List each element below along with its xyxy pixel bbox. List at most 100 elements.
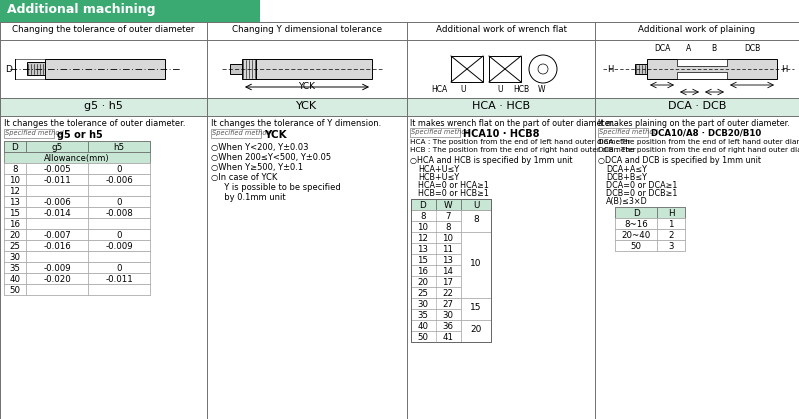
Text: YCK: YCK <box>299 82 316 91</box>
Text: A(B)≤3×D: A(B)≤3×D <box>606 197 648 206</box>
Text: W: W <box>443 201 452 210</box>
Bar <box>0 98 207 116</box>
Text: YCK: YCK <box>296 101 317 111</box>
Bar <box>411 287 461 298</box>
Bar <box>4 229 26 240</box>
Bar <box>26 229 88 240</box>
Text: 12: 12 <box>10 187 21 196</box>
Bar <box>407 98 595 116</box>
Bar <box>411 210 461 221</box>
Bar <box>595 98 799 116</box>
Bar <box>45 59 165 79</box>
Text: 25: 25 <box>418 289 428 298</box>
Text: Additional work of plaining: Additional work of plaining <box>638 25 756 34</box>
Text: 50: 50 <box>10 286 21 295</box>
Bar <box>26 273 88 284</box>
Text: 2: 2 <box>668 231 674 240</box>
Text: U: U <box>497 85 503 94</box>
Bar <box>26 251 88 262</box>
Bar <box>0 116 207 419</box>
Bar <box>615 229 657 240</box>
Bar <box>411 221 461 232</box>
Text: HCB : The position from the end of right hand outer diameter: HCB : The position from the end of right… <box>410 147 636 153</box>
Bar <box>4 196 26 207</box>
Bar <box>657 218 685 229</box>
Text: DCB : The position from the end of right hand outer diameter: DCB : The position from the end of right… <box>598 147 799 153</box>
Text: 3: 3 <box>668 242 674 251</box>
Bar <box>411 265 461 276</box>
Bar <box>88 284 150 295</box>
Text: Allowance(mm): Allowance(mm) <box>44 154 109 163</box>
Text: 8: 8 <box>12 165 18 174</box>
Bar <box>657 207 685 218</box>
Bar <box>88 196 150 207</box>
Bar <box>4 129 54 138</box>
Text: 25: 25 <box>10 242 21 251</box>
Text: 8: 8 <box>445 223 451 232</box>
Text: It changes the tolerance of outer diameter.: It changes the tolerance of outer diamet… <box>4 119 185 128</box>
Bar <box>88 240 150 251</box>
Text: ○In case of YCK: ○In case of YCK <box>211 173 277 182</box>
Bar <box>26 218 88 229</box>
Bar <box>4 207 150 218</box>
Bar <box>411 320 461 331</box>
Text: Specified method: Specified method <box>599 129 658 135</box>
Bar <box>4 218 150 229</box>
Text: Changing Y dimensional tolerance: Changing Y dimensional tolerance <box>232 25 382 34</box>
Bar <box>615 240 685 251</box>
Bar <box>461 210 491 232</box>
Bar <box>4 273 26 284</box>
Text: -0.007: -0.007 <box>43 231 71 240</box>
Bar <box>88 174 150 185</box>
Text: 11: 11 <box>443 245 454 254</box>
Bar <box>411 199 436 210</box>
Text: A: A <box>686 44 692 53</box>
Bar <box>4 196 150 207</box>
Text: H: H <box>668 209 674 218</box>
Text: 20: 20 <box>471 324 482 334</box>
Text: Additional machining: Additional machining <box>7 3 156 16</box>
Text: 41: 41 <box>443 333 454 342</box>
Bar <box>26 284 88 295</box>
Text: -0.014: -0.014 <box>43 209 71 218</box>
Bar <box>0 22 207 40</box>
Bar <box>207 40 407 98</box>
Text: HCB: HCB <box>513 85 529 94</box>
Text: It makes plaining on the part of outer diameter.: It makes plaining on the part of outer d… <box>598 119 789 128</box>
Text: 12: 12 <box>418 234 428 243</box>
Bar <box>411 232 461 243</box>
Bar <box>4 240 150 251</box>
Bar <box>4 152 150 163</box>
Text: 10: 10 <box>418 223 428 232</box>
Bar <box>407 40 595 98</box>
Text: D: D <box>419 201 427 210</box>
Bar <box>4 251 150 262</box>
Text: YCK: YCK <box>264 130 287 140</box>
Bar <box>489 56 521 82</box>
Bar <box>88 229 150 240</box>
Bar <box>677 72 727 79</box>
Bar <box>27 62 45 75</box>
Bar <box>410 128 460 137</box>
Text: H: H <box>781 65 787 74</box>
Text: -0.016: -0.016 <box>43 242 71 251</box>
Text: -0.011: -0.011 <box>43 176 71 185</box>
Text: DCA=0 or DCA≥1: DCA=0 or DCA≥1 <box>606 181 678 190</box>
Bar <box>207 98 407 116</box>
Text: DCA10/A8 · DCB20/B10: DCA10/A8 · DCB20/B10 <box>651 129 761 138</box>
Bar <box>88 141 150 152</box>
Bar <box>4 251 26 262</box>
Bar <box>88 218 150 229</box>
Bar <box>4 185 26 196</box>
Text: g5 or h5: g5 or h5 <box>57 130 103 140</box>
Bar <box>451 56 483 82</box>
Bar <box>4 273 150 284</box>
Bar <box>461 298 491 320</box>
Bar <box>26 196 88 207</box>
Text: HCB=0 or HCB≥1: HCB=0 or HCB≥1 <box>418 189 489 198</box>
Circle shape <box>529 55 557 83</box>
Text: 8: 8 <box>473 215 479 223</box>
Text: 50: 50 <box>418 333 428 342</box>
Text: 20~40: 20~40 <box>622 231 650 240</box>
Text: -0.006: -0.006 <box>43 198 71 207</box>
